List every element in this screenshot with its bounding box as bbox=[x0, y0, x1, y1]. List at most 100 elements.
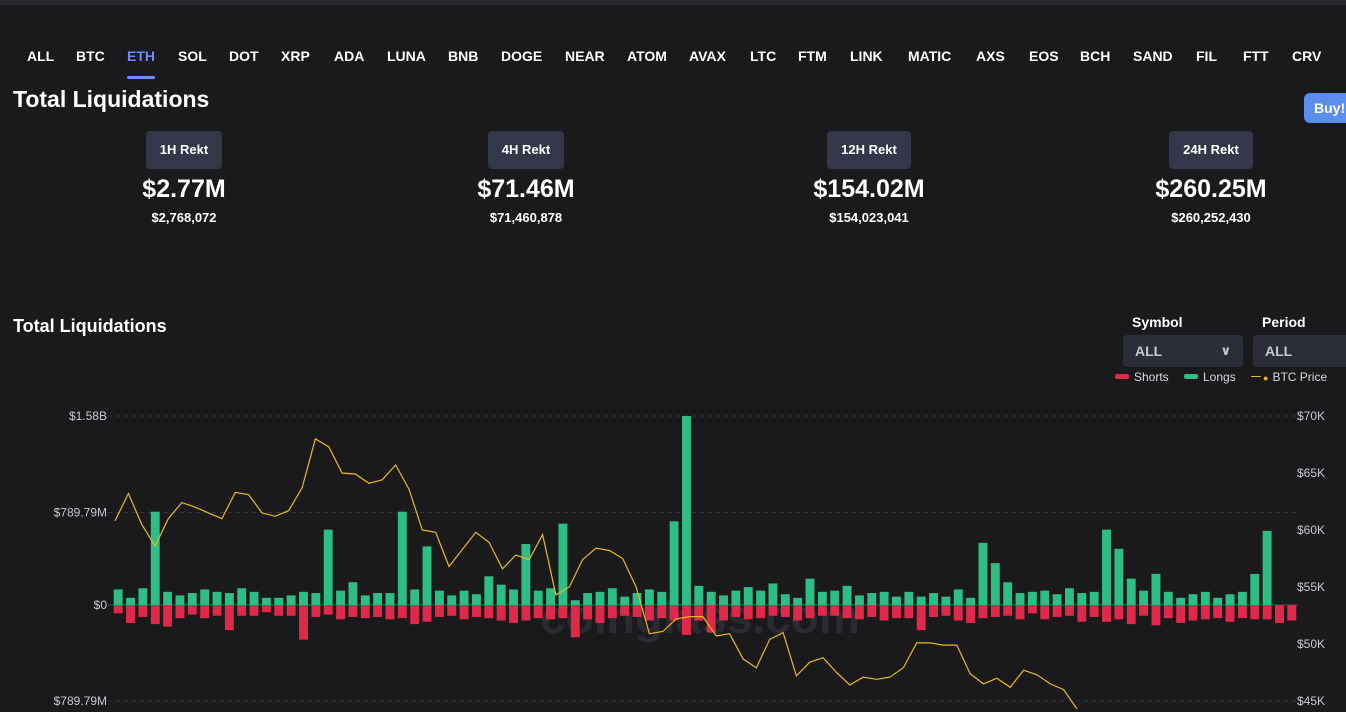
tab-xrp[interactable]: XRP bbox=[281, 48, 310, 64]
short-bar bbox=[286, 605, 296, 616]
long-bar bbox=[410, 589, 420, 605]
short-bar bbox=[1262, 605, 1272, 620]
long-bar bbox=[904, 591, 914, 605]
tab-ftm[interactable]: FTM bbox=[798, 48, 827, 64]
short-bar bbox=[1003, 605, 1013, 616]
short-bar bbox=[694, 605, 704, 621]
tab-eth[interactable]: ETH bbox=[127, 48, 155, 79]
long-bar bbox=[830, 590, 840, 605]
long-bar bbox=[1003, 582, 1013, 605]
short-bar bbox=[200, 605, 210, 619]
long-bar bbox=[669, 521, 679, 605]
legend-price[interactable]: ● BTC Price bbox=[1251, 370, 1327, 384]
left-tick-label: $0 bbox=[94, 598, 108, 612]
stat-label: 24H Rekt bbox=[1169, 131, 1253, 169]
short-bar bbox=[261, 605, 271, 613]
tab-fil[interactable]: FIL bbox=[1196, 48, 1217, 64]
short-bar bbox=[113, 605, 123, 614]
page-title: Total Liquidations bbox=[13, 86, 210, 112]
short-bar bbox=[1287, 605, 1297, 621]
right-tick-label: $70K bbox=[1297, 409, 1325, 423]
legend-shorts[interactable]: Shorts bbox=[1115, 370, 1169, 384]
short-bar bbox=[521, 605, 531, 621]
tab-bch[interactable]: BCH bbox=[1080, 48, 1111, 64]
right-tick-label: $60K bbox=[1297, 523, 1325, 537]
short-bar bbox=[854, 605, 864, 620]
tab-btc[interactable]: BTC bbox=[76, 48, 105, 64]
short-bar bbox=[583, 605, 593, 620]
tab-luna[interactable]: LUNA bbox=[387, 48, 426, 64]
long-bar bbox=[212, 591, 222, 605]
tab-ada[interactable]: ADA bbox=[334, 48, 365, 64]
long-bar bbox=[1237, 591, 1247, 605]
long-bar bbox=[682, 416, 691, 605]
long-bar bbox=[1225, 594, 1235, 605]
long-bar bbox=[348, 582, 358, 605]
long-bar bbox=[385, 593, 395, 605]
short-bar bbox=[1089, 605, 1099, 617]
short-bar bbox=[1102, 605, 1111, 622]
long-bar bbox=[150, 511, 160, 605]
tab-ltc[interactable]: LTC bbox=[750, 48, 777, 64]
short-bar bbox=[1077, 605, 1087, 622]
long-bar bbox=[336, 590, 345, 605]
short-bar bbox=[756, 605, 766, 619]
tab-dot[interactable]: DOT bbox=[229, 48, 259, 64]
tab-bnb[interactable]: BNB bbox=[448, 48, 479, 64]
short-bar bbox=[126, 605, 135, 623]
tab-all[interactable]: ALL bbox=[27, 48, 55, 64]
long-bar bbox=[323, 529, 333, 605]
tab-crv[interactable]: CRV bbox=[1292, 48, 1322, 64]
coin-tabs: ALL BTC ETH SOL DOT XRP ADA LUNA BNB DOGE NEAR ATOM… bbox=[0, 48, 1346, 79]
short-bar bbox=[459, 605, 469, 620]
tab-axs[interactable]: AXS bbox=[976, 48, 1005, 64]
long-bar bbox=[126, 597, 135, 605]
long-bar bbox=[1027, 591, 1037, 605]
short-bar bbox=[1250, 605, 1260, 620]
tab-eos[interactable]: EOS bbox=[1029, 48, 1059, 64]
short-bar bbox=[447, 605, 457, 616]
long-bar bbox=[1213, 597, 1223, 605]
short-bar bbox=[1040, 605, 1050, 620]
period-select[interactable]: ALL bbox=[1253, 335, 1346, 367]
tab-atom[interactable]: ATOM bbox=[627, 48, 667, 64]
long-bar bbox=[595, 591, 605, 605]
legend-price-label: BTC Price bbox=[1272, 370, 1328, 384]
short-bar bbox=[682, 605, 691, 635]
legend-longs[interactable]: Longs bbox=[1184, 370, 1236, 384]
stat-1h: 1H Rekt $2.77M $2,768,072 bbox=[84, 131, 284, 225]
tab-avax[interactable]: AVAX bbox=[689, 48, 726, 64]
tab-link[interactable]: LINK bbox=[850, 48, 883, 64]
long-bar bbox=[1163, 591, 1173, 605]
top-bar bbox=[0, 0, 1346, 5]
shorts-swatch bbox=[1115, 374, 1129, 380]
tab-matic[interactable]: MATIC bbox=[908, 48, 952, 64]
left-tick-label: $1.58B bbox=[69, 409, 107, 423]
long-bar bbox=[1188, 594, 1198, 605]
long-bar bbox=[793, 597, 803, 605]
tab-doge[interactable]: DOGE bbox=[501, 48, 543, 64]
short-bar bbox=[496, 605, 506, 621]
tab-sand[interactable]: SAND bbox=[1133, 48, 1173, 64]
long-bar bbox=[311, 593, 321, 605]
long-bar bbox=[570, 600, 580, 605]
short-bar bbox=[805, 605, 815, 619]
tab-near[interactable]: NEAR bbox=[565, 48, 605, 64]
long-bar bbox=[373, 593, 383, 605]
short-bar bbox=[706, 605, 716, 633]
long-bar bbox=[397, 511, 407, 605]
long-bar bbox=[472, 594, 481, 605]
tab-sol[interactable]: SOL bbox=[178, 48, 207, 64]
short-bar bbox=[867, 605, 877, 617]
period-value: ALL bbox=[1265, 343, 1293, 359]
symbol-select[interactable]: ALL ∨ bbox=[1123, 335, 1243, 367]
buy-button[interactable]: Buy! bbox=[1304, 93, 1346, 123]
short-bar bbox=[669, 605, 679, 621]
long-bar bbox=[867, 593, 877, 605]
short-bar bbox=[397, 605, 407, 619]
short-bar bbox=[620, 605, 630, 616]
long-bar bbox=[1102, 529, 1111, 605]
short-bar bbox=[373, 605, 383, 617]
tab-ftt[interactable]: FTT bbox=[1243, 48, 1269, 64]
price-swatch bbox=[1251, 376, 1261, 378]
